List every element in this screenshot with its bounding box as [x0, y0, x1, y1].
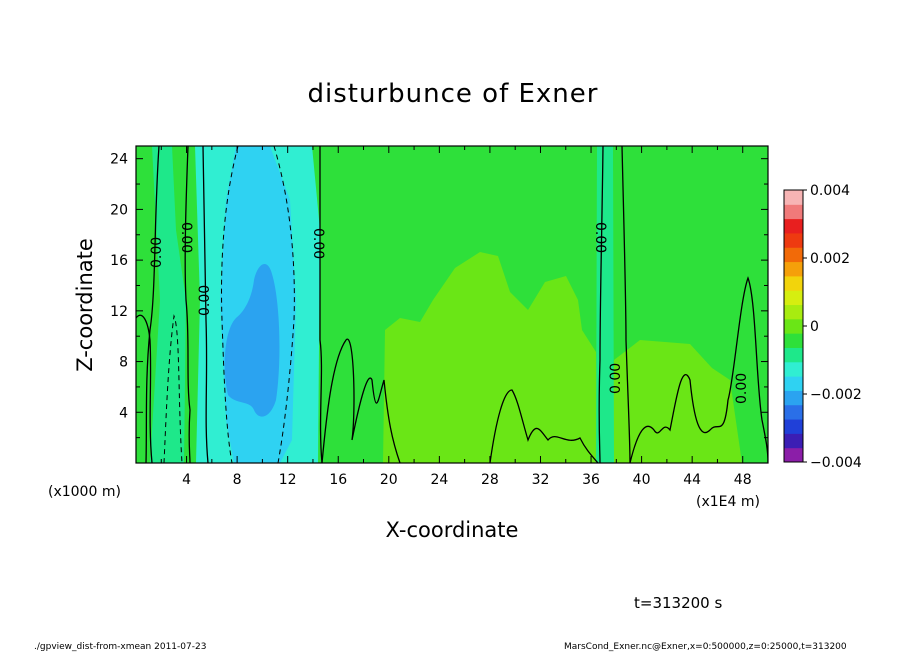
colorbar-swatch [784, 390, 803, 406]
colorbar-swatch [784, 247, 803, 263]
y-tick-label: 16 [110, 253, 128, 269]
y-tick-label: 24 [110, 152, 128, 168]
x-tick-label: 40 [633, 472, 651, 488]
contour-line [598, 146, 604, 463]
colorbar-swatch [784, 376, 803, 391]
footer-script-label: ./gpview_dist-from-xmean 2011-07-23 [34, 642, 207, 652]
x-tick-label: 20 [380, 472, 398, 488]
colorbar-swatch [784, 433, 803, 449]
colorbar-swatch [784, 204, 803, 220]
x-tick-label: 44 [683, 472, 701, 488]
x-tick-label: 24 [430, 472, 448, 488]
contour-label: 0.00 [178, 222, 194, 253]
time-annotation: t=313200 s [634, 594, 723, 612]
chart-title: disturbunce of Exner [308, 79, 599, 109]
x-tick-label: 4 [182, 472, 191, 488]
colorbar-swatch [784, 419, 803, 434]
contour-line [145, 146, 160, 463]
colorbar-swatch [784, 347, 803, 363]
contour-label: 0.00 [197, 285, 213, 316]
contour-label: 0.00 [608, 363, 624, 394]
y-axis-title: Z-coordinate [73, 238, 97, 372]
contour-label: 0.00 [310, 228, 326, 259]
x-tick-label: 8 [233, 472, 242, 488]
negative-contour-line [221, 146, 239, 463]
x-extra-label: (x1E4 m) [696, 494, 760, 510]
plot-frame [135, 145, 769, 464]
field-region-min [224, 263, 280, 417]
plot-area [136, 146, 768, 463]
y-tick-label: 4 [119, 405, 128, 421]
colorbar-tick-label: 0.002 [810, 251, 850, 267]
colorbar-tick-label: 0.004 [810, 183, 850, 199]
y-tick-label: 8 [119, 355, 128, 371]
colorbar-swatch [784, 275, 803, 291]
x-tick-label: 32 [532, 472, 550, 488]
field-region-negative-west [150, 146, 186, 463]
colorbar-swatch [784, 333, 803, 348]
contour-line [136, 314, 153, 463]
x-axis-title: X-coordinate [386, 518, 519, 542]
colorbar-tick-label: 0 [810, 319, 819, 335]
colorbar-tick-label: −0.002 [810, 387, 862, 403]
contour-line [319, 146, 323, 463]
x-tick-label: 12 [279, 472, 297, 488]
y-axis-ticks: 4 8 12 16 20 24 [110, 152, 768, 439]
contour-line [489, 389, 599, 463]
negative-contour-line [163, 314, 183, 463]
colorbar-swatch [784, 304, 803, 320]
negative-contour-line [273, 146, 295, 463]
x-tick-label: 16 [329, 472, 347, 488]
footer-source-label: MarsCond_Exner.nc@Exner,x=0:500000,z=0:2… [564, 642, 847, 652]
colorbar-swatch [784, 218, 803, 234]
contour-line [629, 276, 768, 463]
colorbar-swatch [784, 290, 803, 306]
colorbar-swatch [784, 447, 803, 463]
field-region-positive-east [612, 340, 742, 463]
contour-labels: 0.00 0.00 0.00 0.00 0.00 0.00 0.00 [149, 222, 750, 404]
colorbar-swatch [784, 190, 803, 205]
contour-label: 0.00 [734, 373, 750, 404]
y-tick-label: 20 [110, 202, 128, 218]
contour-label: 0.00 [592, 222, 608, 253]
contour-label: 0.00 [149, 237, 165, 268]
x-tick-label: 36 [582, 472, 600, 488]
contour-line [321, 338, 401, 463]
x-tick-label: 48 [734, 472, 752, 488]
field-region-negative-strip [596, 146, 614, 463]
colorbar-swatch [784, 404, 803, 420]
colorbar-swatch [784, 361, 803, 377]
field-region-positive [383, 252, 598, 463]
colorbar-ticks: 0.004 0.002 0 −0.002 −0.004 [803, 183, 862, 471]
colorbar [784, 190, 803, 463]
colorbar-swatch [784, 261, 803, 277]
contour-line [202, 146, 209, 463]
colorbar-swatch [784, 232, 803, 248]
colorbar-swatch [784, 318, 803, 334]
x-axis-ticks: 4 8 12 16 20 24 28 32 36 40 44 48 [160, 146, 752, 488]
x-unit-label: (x1000 m) [48, 484, 121, 500]
x-tick-label: 28 [481, 472, 499, 488]
contour-line [621, 146, 631, 463]
colorbar-tick-label: −0.004 [810, 455, 862, 471]
y-tick-label: 12 [110, 304, 128, 320]
contour-line [184, 146, 191, 463]
